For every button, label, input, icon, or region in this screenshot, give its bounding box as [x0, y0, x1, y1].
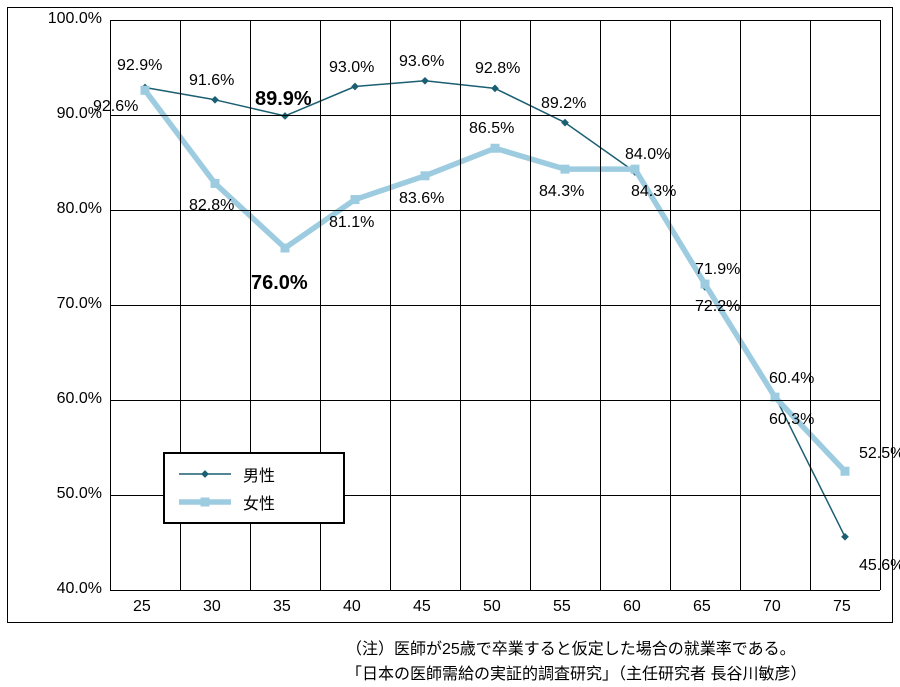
gridline-vertical	[880, 20, 881, 590]
data-label: 91.6%	[189, 72, 234, 90]
series-marker-diamond	[421, 77, 429, 85]
gridline-vertical	[460, 20, 461, 590]
series-marker-square	[701, 280, 710, 289]
x-axis-tick-label: 45	[413, 598, 431, 616]
data-label: 92.6%	[93, 98, 138, 116]
x-axis-tick-label: 55	[553, 598, 571, 616]
data-label: 84.3%	[539, 183, 584, 201]
data-label: 84.3%	[631, 183, 676, 201]
data-label: 84.0%	[625, 146, 670, 164]
gridline-vertical	[530, 20, 531, 590]
x-axis-tick-label: 70	[763, 598, 781, 616]
data-label: 93.0%	[329, 59, 374, 77]
x-axis-tick-label: 25	[133, 598, 151, 616]
gridline-vertical	[600, 20, 601, 590]
data-label: 76.0%	[251, 272, 308, 295]
series-marker-square	[141, 86, 150, 95]
data-label: 81.1%	[329, 214, 374, 232]
series-marker-square	[491, 144, 500, 153]
series-marker-diamond	[351, 83, 359, 91]
legend-swatch	[177, 463, 233, 485]
legend: 男性女性	[163, 452, 345, 524]
data-label: 89.2%	[541, 95, 586, 113]
data-label: 60.3%	[769, 411, 814, 429]
data-label: 72.2%	[695, 298, 740, 316]
series-marker-square	[211, 179, 220, 188]
legend-item: 女性	[177, 488, 331, 516]
data-label: 82.8%	[189, 197, 234, 215]
y-axis-tick-label: 100.0%	[42, 10, 102, 28]
data-label: 71.9%	[695, 261, 740, 279]
data-label: 93.6%	[399, 53, 444, 71]
x-axis-tick-label: 60	[623, 598, 641, 616]
series-marker-diamond	[211, 96, 219, 104]
x-axis-tick-label: 35	[273, 598, 291, 616]
data-label: 89.9%	[255, 88, 312, 111]
data-label: 86.5%	[469, 120, 514, 138]
y-axis-tick-label: 80.0%	[42, 200, 102, 218]
data-label: 92.8%	[475, 60, 520, 78]
gridline-horizontal	[110, 305, 880, 306]
data-label: 60.4%	[769, 370, 814, 388]
y-axis-tick-label: 50.0%	[42, 485, 102, 503]
x-axis-tick-label: 65	[693, 598, 711, 616]
series-marker-square	[281, 244, 290, 253]
data-label: 52.5%	[859, 445, 900, 463]
series-marker-square	[841, 467, 850, 476]
x-axis-tick-label: 50	[483, 598, 501, 616]
data-label: 92.9%	[117, 57, 162, 75]
series-marker-square	[561, 165, 570, 174]
gridline-horizontal	[110, 400, 880, 401]
x-axis-tick-label: 40	[343, 598, 361, 616]
legend-label: 女性	[243, 490, 275, 514]
gridline-vertical	[670, 20, 671, 590]
series-marker-diamond	[491, 85, 499, 93]
legend-swatch	[177, 491, 233, 513]
gridline-horizontal	[110, 590, 880, 591]
chart-footnote-1: （注）医師が25歳で卒業すると仮定した場合の就業率である。	[346, 635, 796, 659]
series-marker-square	[351, 195, 360, 204]
series-marker-square	[421, 171, 430, 180]
y-axis-tick-label: 40.0%	[42, 580, 102, 598]
data-label: 45.6%	[859, 557, 900, 575]
gridline-horizontal	[110, 20, 880, 21]
gridline-vertical	[810, 20, 811, 590]
series-marker-diamond	[841, 533, 849, 541]
series-marker-square	[631, 165, 640, 174]
y-axis-tick-label: 60.0%	[42, 390, 102, 408]
y-axis-tick-label: 70.0%	[42, 295, 102, 313]
x-axis-tick-label: 75	[833, 598, 851, 616]
legend-item: 男性	[177, 460, 331, 488]
x-axis-tick-label: 30	[203, 598, 221, 616]
gridline-horizontal	[110, 115, 880, 116]
chart-container: { "chart": { "type": "line", "outer_bord…	[0, 0, 900, 687]
data-label: 83.6%	[399, 190, 444, 208]
gridline-vertical	[390, 20, 391, 590]
legend-label: 男性	[243, 462, 275, 486]
chart-footnote-2: 「日本の医師需給の実証的調査研究」（主任研究者 長谷川敏彦）	[346, 660, 806, 684]
